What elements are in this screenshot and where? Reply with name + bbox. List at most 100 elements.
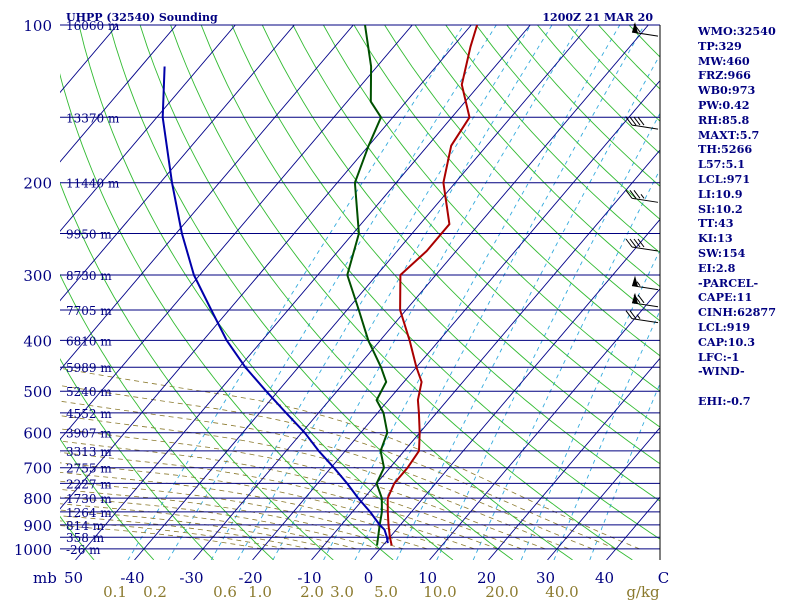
index-row: EHI:-0.7 [698, 393, 751, 408]
mixing-ratio-tick-label: 0.6 [213, 583, 237, 600]
index-row: KI:13 [698, 231, 733, 246]
height-level-label: 6810 m [66, 334, 112, 348]
mixing-ratio-line [520, 249, 660, 560]
temperature-tick-label: -40 [120, 569, 144, 587]
temperature-trace [386, 25, 479, 546]
wind-barb-staff [631, 197, 659, 203]
temperature-tick-label: 0 [364, 569, 374, 587]
moist-adiabat-line [60, 440, 522, 550]
wind-barb-staff [631, 246, 659, 252]
index-row: LI:10.9 [698, 186, 743, 201]
mixing-ratio-tick-label: 3.0 [330, 583, 354, 600]
isotherm-line [193, 25, 649, 560]
wind-barbs [625, 22, 659, 324]
dry-adiabat-line [109, 25, 514, 560]
wind-barb-staff [631, 124, 659, 130]
wind-barb-flag [637, 116, 645, 126]
wind-barb-half-flag [636, 281, 641, 286]
height-level-label: 814 m [66, 519, 105, 533]
temperature-tick-label: 40 [595, 569, 614, 587]
index-row: L57:5.1 [698, 157, 746, 172]
mixing-ratio-line [436, 112, 660, 560]
isotherm-line [134, 25, 590, 560]
wind-barb-flag [629, 190, 637, 199]
wind-barb-flag [625, 190, 633, 199]
mixing-ratio-line [589, 382, 660, 560]
height-labels: 16060 m 13370 m 11440 m 9950 m 8730 m 7705 m 6… [66, 19, 120, 557]
temperature-tick-label: 10 [418, 569, 437, 587]
index-row: CAP:10.3 [698, 334, 755, 349]
chart-date: 1200Z 21 MAR 20 [542, 11, 653, 24]
index-row: CINH:62877 [698, 305, 776, 320]
isotherm-line [370, 218, 660, 560]
height-level-label: 3313 m [66, 445, 112, 459]
moist-adiabat-line [60, 503, 357, 550]
mixing-ratio-tick-label: 5.0 [374, 583, 398, 600]
pressure-tick-label: 600 [23, 425, 52, 443]
index-row: CAPE:11 [698, 290, 753, 305]
height-level-label: 2227 m [66, 477, 112, 491]
wind-barb-flag [625, 238, 633, 248]
height-level-label: 4552 m [66, 407, 112, 421]
mixing-ratio-unit-label: g/kg [626, 583, 660, 600]
dry-adiabat-line [353, 25, 660, 357]
height-level-label: 3907 m [66, 427, 112, 441]
mixing-ratio-labels: 0.1 0.2 0.6 1.0 2.0 3.0 5.0 10.0 20.0 40.0 [103, 583, 579, 600]
mixing-ratio-tick-label: 0.2 [143, 583, 167, 600]
height-level-label: 9950 m [66, 228, 112, 242]
moist-adiabat-line [60, 480, 428, 550]
wind-barb-flag [633, 23, 641, 33]
index-row: SI:10.2 [698, 201, 743, 216]
isotherm-line [60, 25, 177, 163]
isobars [60, 24, 660, 550]
temperature-tick-label: C [658, 569, 669, 587]
wind-barb-flag [625, 116, 633, 126]
dry-adiabat-line [60, 273, 274, 560]
dry-adiabat-line [139, 25, 573, 560]
mixing-ratio-line [553, 309, 660, 560]
index-row: EI:2.8 [698, 260, 736, 275]
dewpoint-trace [346, 25, 389, 546]
temperature-tick-label: -30 [179, 569, 203, 587]
index-row: LCL:971 [698, 171, 751, 186]
pressure-tick-label: 500 [23, 383, 52, 401]
height-level-label: 1264 m [66, 506, 112, 520]
index-row: -PARCEL- [698, 275, 759, 290]
height-level-label: 16060 m [66, 19, 120, 33]
pressure-tick-label: 800 [23, 490, 52, 508]
dry-adiabat-line [60, 358, 214, 560]
dry-adiabat-line [414, 25, 660, 288]
index-row: TP:329 [698, 38, 742, 53]
index-row [698, 379, 798, 394]
mixing-ratio-line [396, 53, 660, 560]
mixing-ratio-tick-label: 40.0 [545, 583, 578, 600]
isotherm-line [75, 25, 531, 560]
wind-barb-flag [633, 238, 641, 248]
wind-barb-flag [629, 116, 637, 126]
dry-adiabat-line [445, 25, 660, 254]
isotherm-line [60, 25, 354, 371]
temperature-tick-label: 30 [536, 569, 555, 587]
dry-adiabat-line [60, 181, 334, 560]
chart-title: UHPP (32540) Sounding [66, 11, 218, 24]
moist-adiabat-line [60, 496, 381, 550]
isotherm-line [311, 149, 660, 560]
wind-barb-pennant [632, 275, 638, 287]
index-row: WB0:973 [698, 83, 756, 98]
pressure-tick-label: 400 [23, 332, 52, 350]
mixing-ratio-tick-label: 0.1 [103, 583, 127, 600]
pressure-tick-label: 1000 [14, 541, 52, 559]
index-row: PW:0.42 [698, 97, 750, 112]
temperature-tick-label: 50 [64, 569, 83, 587]
wind-barb-flag [633, 294, 641, 304]
index-row: -WIND- [698, 364, 745, 379]
wind-barb-half-flag [640, 194, 645, 199]
dry-adiabat-line [292, 25, 660, 428]
index-row: RH:85.8 [698, 112, 750, 127]
mixing-ratio-tick-label: 10.0 [423, 583, 456, 600]
moist-adiabat-line [60, 515, 310, 550]
pressure-unit-label: mb [33, 569, 57, 587]
index-row: WMO:32540 [698, 24, 776, 38]
index-row: FRZ:966 [698, 68, 751, 83]
